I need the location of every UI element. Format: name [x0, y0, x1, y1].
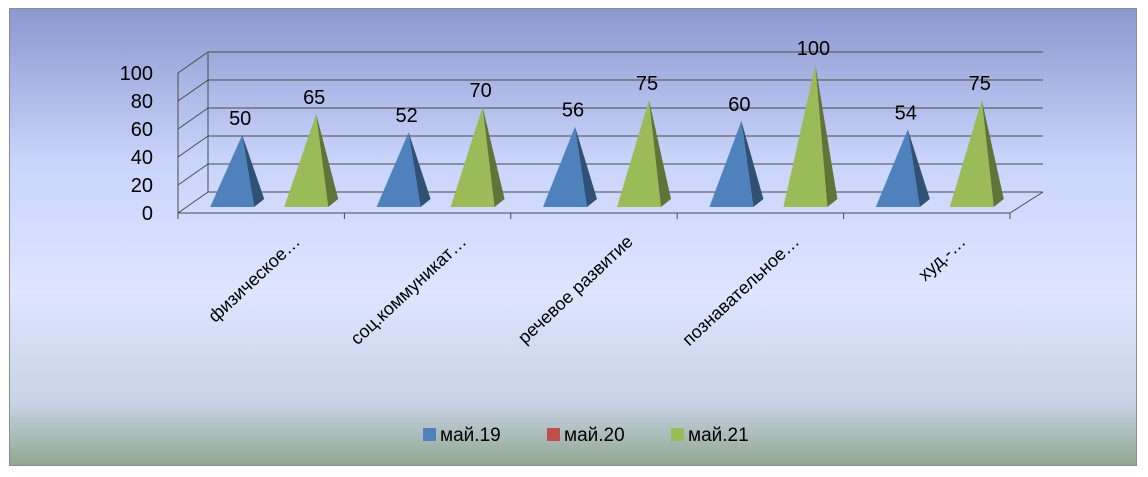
- pyramid-front-face: [210, 135, 255, 207]
- pyramid-front-face: [709, 121, 754, 207]
- legend-swatch: [547, 428, 560, 441]
- pyramid-bar: [376, 132, 431, 207]
- gridline-side: [177, 107, 209, 130]
- gridline-side: [177, 135, 209, 158]
- y-tick-label: 100: [120, 63, 153, 85]
- data-label: 52: [395, 105, 417, 127]
- pyramid-front-face: [949, 100, 994, 207]
- legend-item: май.20: [547, 425, 625, 446]
- pyramid-side-face: [741, 121, 764, 207]
- legend-label: май.21: [688, 425, 749, 446]
- data-label: 54: [895, 102, 917, 124]
- pyramid-bar: [709, 121, 764, 207]
- pyramid-bar: [875, 129, 930, 207]
- y-tick-label: 40: [131, 147, 153, 169]
- pyramid-side-face: [408, 132, 431, 207]
- chart-area: 0 20 40 60 80 100 50 65 52 70 56 75 60 100 54 75 физич…: [9, 8, 1137, 466]
- pyramid-side-face: [907, 129, 930, 207]
- pyramid-bar: [783, 65, 838, 207]
- pyramid-bar: [450, 107, 505, 207]
- floor-edge: [1009, 191, 1044, 214]
- pyramid-bar: [617, 100, 671, 207]
- pyramid-front-face: [617, 100, 661, 207]
- legend-item: май.19: [423, 425, 501, 446]
- data-label: 50: [229, 108, 251, 130]
- legend-item: май.21: [671, 425, 749, 446]
- gridline-side: [177, 51, 209, 74]
- bars: [210, 65, 1004, 207]
- pyramid-side-face: [242, 135, 265, 207]
- data-label: 60: [728, 94, 750, 116]
- pyramid-side-face: [981, 100, 1004, 207]
- pyramid-front-face: [875, 129, 920, 207]
- y-tick-label: 0: [142, 203, 153, 225]
- gridline-side: [177, 163, 209, 186]
- pyramid-bar: [543, 126, 597, 207]
- axes: 0 20 40 60 80 100: [120, 52, 1044, 225]
- data-label: 100: [797, 38, 830, 60]
- pyramid-front-face: [376, 132, 421, 207]
- data-label: 75: [636, 73, 658, 95]
- y-tick-label: 80: [131, 91, 153, 113]
- y-tick-label: 60: [131, 119, 153, 141]
- pyramid-side-face: [815, 65, 838, 207]
- pyramid-bar: [284, 114, 339, 207]
- data-label: 56: [562, 100, 584, 122]
- pyramid-front-face: [450, 107, 495, 207]
- gridlines: [177, 51, 1043, 214]
- pyramid-bar: [949, 100, 1004, 207]
- data-labels: 50 65 52 70 56 75 60 100 54 75: [229, 38, 991, 130]
- pyramid-front-face: [783, 65, 828, 207]
- legend-swatch: [671, 428, 684, 441]
- legend: май.19 май.20 май.21: [423, 425, 749, 446]
- y-tick-label: 20: [131, 175, 153, 197]
- pyramid-bar: [210, 135, 265, 207]
- pyramid-side-face: [316, 114, 339, 207]
- pyramid-front-face: [284, 114, 329, 207]
- pyramid-side-face: [575, 126, 597, 207]
- chart-background: [10, 9, 1136, 465]
- legend-swatch: [423, 428, 436, 441]
- legend-label: май.20: [564, 425, 625, 446]
- data-label: 65: [303, 87, 325, 109]
- data-label: 70: [469, 80, 491, 102]
- gridline-side: [177, 79, 209, 102]
- gridline-side: [177, 191, 209, 214]
- legend-label: май.19: [440, 425, 501, 446]
- data-label: 75: [969, 73, 991, 95]
- pyramid-side-face: [649, 100, 671, 207]
- pyramid-side-face: [482, 107, 505, 207]
- pyramid-front-face: [543, 126, 587, 207]
